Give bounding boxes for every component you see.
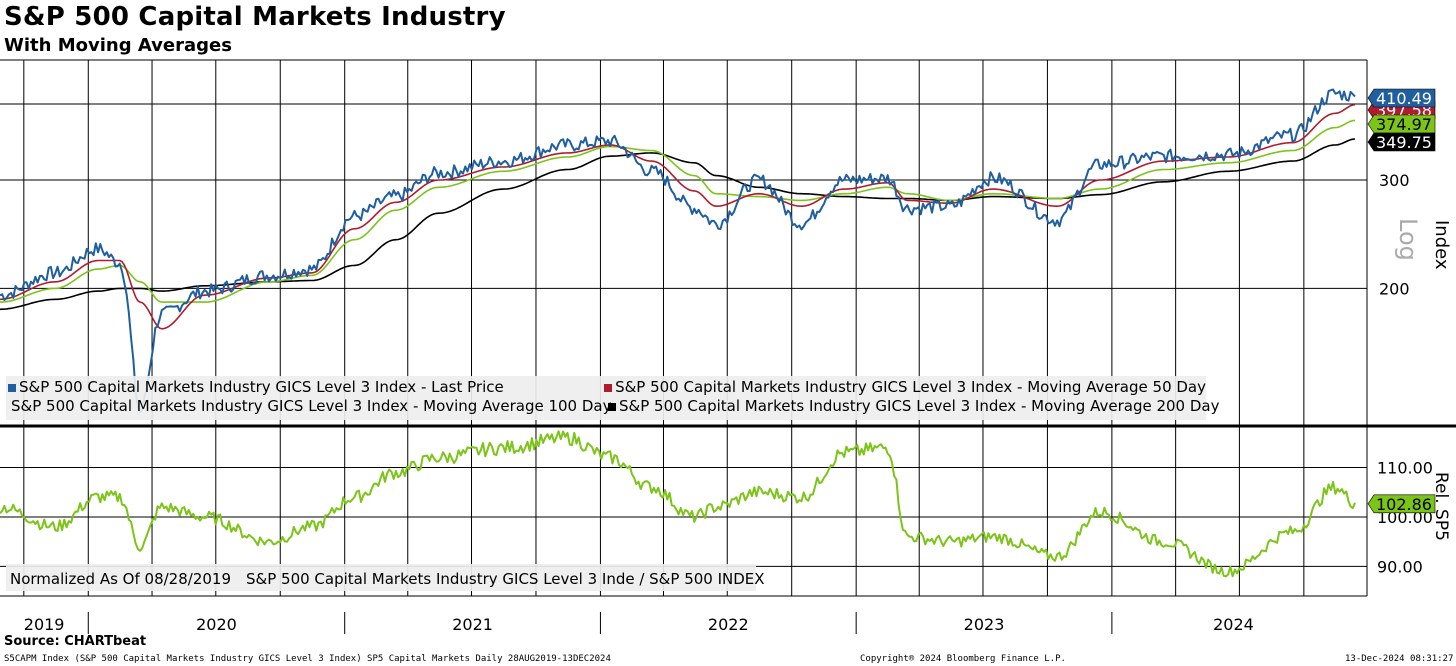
ticker-line: S5CAPM Index (S&P 500 Capital Markets In… <box>4 654 611 664</box>
legend-ma50: S&P 500 Capital Markets Industry GICS Le… <box>604 378 1206 397</box>
value-tag-ma100: 374.97 <box>1376 115 1432 134</box>
x-year-label: 2021 <box>452 615 493 634</box>
upper-axis-title: Index <box>1431 220 1452 270</box>
series-last-price <box>0 88 1356 413</box>
series-ma100 <box>0 119 1356 303</box>
legend-swatch-ma50 <box>604 383 613 392</box>
chart-title: S&P 500 Capital Markets Industry <box>4 2 506 32</box>
series-ma50 <box>0 103 1356 330</box>
scale-label-log: Log <box>1394 218 1422 261</box>
value-tag-ma200-bg <box>1367 132 1436 152</box>
x-year-label: 2022 <box>708 615 749 634</box>
x-year-label: 2019 <box>24 615 65 634</box>
lower-legend: Normalized As Of 08/28/2019 S&P 500 Capi… <box>6 564 765 591</box>
axes <box>0 59 1456 634</box>
legend-ma100: S&P 500 Capital Markets Industry GICS Le… <box>8 397 612 416</box>
legend-label-relative: S&P 500 Capital Markets Industry GICS Le… <box>246 569 765 588</box>
legend-label-ma50: S&P 500 Capital Markets Industry GICS Le… <box>615 378 1206 396</box>
lower-axis-title: Rel. SP5 <box>1431 472 1451 541</box>
value-tag-ma100-bg <box>1367 114 1436 134</box>
y-tick-label-upper: 300 <box>1379 171 1410 190</box>
upper-series-group <box>0 88 1356 413</box>
x-year-label: 2024 <box>1213 615 1254 634</box>
x-year-label: 2020 <box>196 615 237 634</box>
value-tag-relative: 102.86 <box>1376 495 1432 514</box>
value-tag-last-price: 410.49 <box>1376 89 1432 108</box>
legend-label-ma200: S&P 500 Capital Markets Industry GICS Le… <box>619 397 1220 415</box>
legend-ma200: S&P 500 Capital Markets Industry GICS Le… <box>608 397 1219 416</box>
source-note: Source: CHARTbeat <box>4 634 147 649</box>
legend-last-price: S&P 500 Capital Markets Industry GICS Le… <box>8 378 604 397</box>
timestamp: 13-Dec-2024 08:31:27 <box>1345 654 1454 664</box>
value-tag-last-price-bg <box>1367 88 1436 108</box>
upper-legend: S&P 500 Capital Markets Industry GICS Le… <box>6 376 1219 420</box>
series-relative <box>0 430 1356 578</box>
series-ma200 <box>0 138 1356 311</box>
value-tag-ma200: 349.75 <box>1376 133 1432 152</box>
legend-swatch-last-price <box>8 383 16 392</box>
legend-label-last-price: S&P 500 Capital Markets Industry GICS Le… <box>19 378 504 396</box>
lower-series-group <box>0 430 1356 578</box>
copyright: Copyright® 2024 Bloomberg Finance L.P. <box>860 654 1066 664</box>
y-tick-label-lower: 90.00 <box>1377 557 1423 576</box>
value-tag-relative-bg <box>1367 494 1436 514</box>
legend-label-ma100: S&P 500 Capital Markets Industry GICS Le… <box>11 397 612 415</box>
x-year-label: 2023 <box>964 615 1005 634</box>
chart-subtitle: With Moving Averages <box>4 35 232 56</box>
legend-swatch-ma200 <box>608 402 616 411</box>
y-tick-label-upper: 200 <box>1379 279 1410 298</box>
y-tick-label-lower: 110.00 <box>1377 459 1433 478</box>
normalized-note: Normalized As Of 08/28/2019 <box>10 569 231 588</box>
